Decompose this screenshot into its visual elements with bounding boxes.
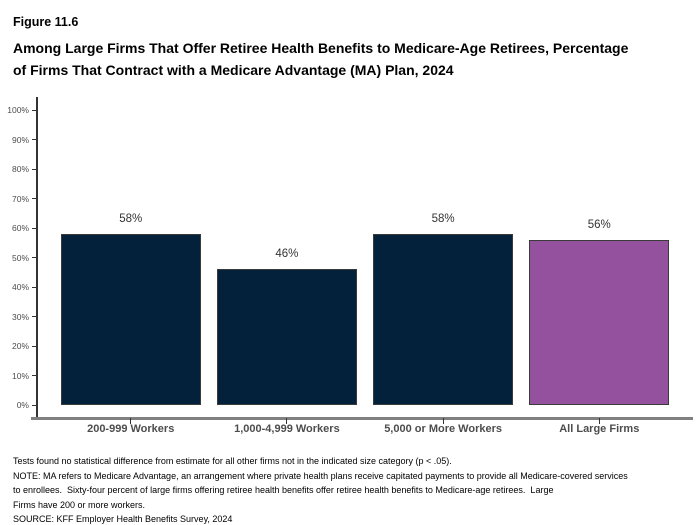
- x-axis-line: [31, 417, 693, 420]
- y-axis-tick-label: 60%: [11, 223, 29, 233]
- bar-3: [373, 233, 514, 405]
- y-axis-tick: [32, 168, 37, 170]
- footnotes: Tests found no statistical difference fr…: [13, 454, 698, 525]
- x-axis-category-label-4: All Large Firms: [559, 423, 640, 435]
- x-axis-tick: [598, 418, 600, 424]
- bar-value-label-4: 56%: [587, 218, 611, 231]
- x-axis-category-label-3: 5,000 or More Workers: [384, 423, 502, 435]
- y-axis-tick-label: 80%: [11, 164, 29, 174]
- footnote-note-2: to enrollees. Sixty-four percent of larg…: [13, 485, 554, 496]
- x-axis-tick: [130, 418, 132, 424]
- y-axis-tick-label: 50%: [11, 252, 29, 263]
- y-axis-tick: [32, 404, 37, 406]
- y-axis-tick: [32, 227, 37, 229]
- bar-value-label-3: 58%: [431, 212, 455, 225]
- y-axis-tick: [32, 316, 37, 317]
- y-axis-tick: [32, 286, 37, 288]
- bar-1: [60, 233, 201, 405]
- y-axis-tick-label: 40%: [11, 282, 29, 292]
- bar-value-label-1: 58%: [119, 212, 143, 225]
- x-axis-tick: [442, 418, 444, 424]
- y-axis-tick: [32, 375, 37, 376]
- x-axis-category-label-1: 200-999 Workers: [87, 423, 175, 435]
- chart-title-line-1: Among Large Firms That Offer Retiree Hea…: [13, 40, 629, 56]
- footnote-note-3: Firms have 200 or more workers.: [13, 499, 146, 510]
- y-axis-tick: [32, 257, 37, 258]
- footnote-note-1: NOTE: MA refers to Medicare Advantage, a…: [13, 470, 628, 481]
- y-axis-tick-label: 100%: [7, 105, 29, 115]
- footnote-source: SOURCE: KFF Employer Health Benefits Sur…: [13, 514, 233, 525]
- y-axis-tick-label: 30%: [11, 311, 29, 322]
- x-axis-category-label-2: 1,000-4,999 Workers: [234, 423, 340, 435]
- y-axis-tick: [32, 345, 37, 347]
- x-axis-tick: [286, 418, 288, 424]
- y-axis-tick: [32, 198, 37, 199]
- figure-number-label: Figure 11.6: [13, 15, 79, 29]
- y-axis-tick-label: 20%: [11, 341, 29, 351]
- y-axis-tick-label: 90%: [11, 134, 29, 145]
- bar-value-label-2: 46%: [275, 248, 299, 261]
- footnote-tests: Tests found no statistical difference fr…: [13, 456, 452, 466]
- chart-title: Among Large Firms That Offer Retiree Hea…: [13, 37, 689, 81]
- y-axis-tick: [32, 109, 37, 111]
- y-axis-tick: [32, 139, 37, 140]
- chart-title-line-2: of Firms That Contract with a Medicare A…: [13, 62, 454, 78]
- y-axis-tick-label: 0%: [16, 400, 29, 410]
- y-axis-tick-label: 10%: [11, 370, 29, 381]
- y-axis-line: [36, 97, 38, 418]
- y-axis-tick-label: 70%: [11, 193, 29, 204]
- bar-4: [529, 239, 670, 405]
- bar-2: [216, 269, 357, 405]
